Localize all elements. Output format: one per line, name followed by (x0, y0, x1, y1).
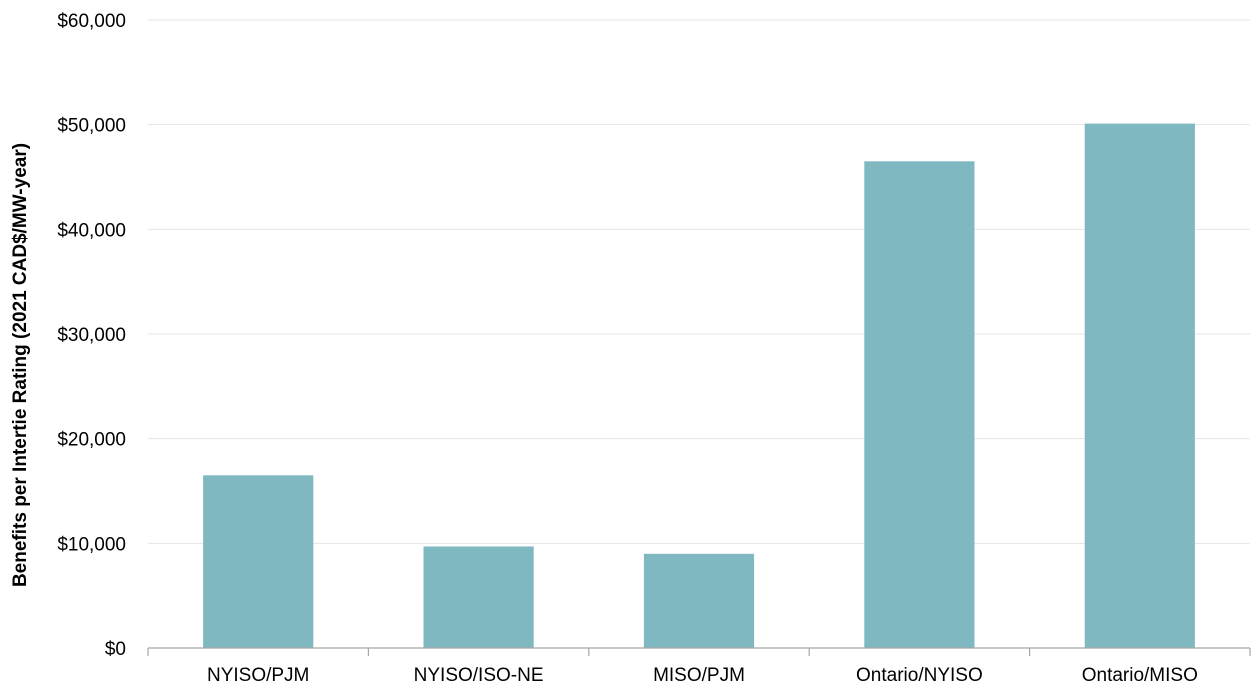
y-tick-label: $40,000 (57, 220, 126, 241)
bar (643, 553, 755, 648)
x-tick-label: Ontario/NYISO (856, 665, 983, 686)
x-tick-label: NYISO/PJM (207, 665, 309, 686)
y-axis-title: Benefits per Intertie Rating (2021 CAD$/… (10, 143, 31, 587)
y-tick-label: $20,000 (57, 430, 126, 451)
y-tick-label: $10,000 (57, 534, 126, 555)
bar (864, 161, 975, 649)
axes (147, 647, 1251, 656)
y-tick-label: $30,000 (57, 325, 126, 346)
y-tick-label: $0 (105, 639, 126, 660)
x-tick-label: MISO/PJM (653, 665, 745, 686)
bars (203, 123, 1195, 649)
tick-labels: $0 $10,000 $20,000 $30,000 $40,000 $50,000 $60… (57, 11, 1198, 686)
x-tick-label: Ontario/MISO (1082, 665, 1198, 686)
bar (1084, 123, 1195, 649)
gridlines (148, 19, 1250, 544)
y-tick-label: $50,000 (57, 116, 126, 137)
x-tick-label: NYISO/ISO-NE (414, 665, 544, 686)
y-tick-label: $60,000 (57, 11, 126, 32)
bar (423, 546, 534, 648)
bar (203, 475, 314, 648)
